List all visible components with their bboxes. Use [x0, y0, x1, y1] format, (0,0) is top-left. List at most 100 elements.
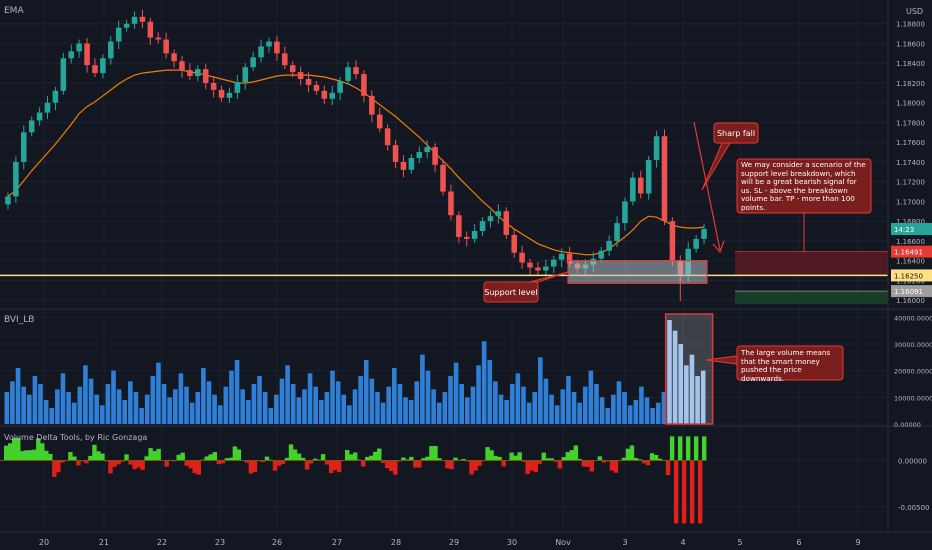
- price-badge[interactable]: [891, 223, 932, 236]
- candle-body[interactable]: [321, 90, 328, 99]
- candle-body[interactable]: [543, 266, 549, 271]
- candle-body[interactable]: [21, 132, 27, 162]
- candle-body[interactable]: [171, 53, 177, 62]
- volume-bar[interactable]: [650, 408, 655, 424]
- volume-bar[interactable]: [313, 386, 318, 424]
- volume-bar[interactable]: [94, 394, 99, 424]
- candle-body[interactable]: [432, 147, 438, 165]
- volume-bar[interactable]: [26, 394, 32, 424]
- volume-bar[interactable]: [566, 376, 571, 424]
- volume-pane-title[interactable]: BVI_LB: [4, 315, 34, 325]
- candle-body[interactable]: [661, 136, 668, 222]
- volume-bar[interactable]: [234, 360, 240, 424]
- candle-body[interactable]: [52, 90, 59, 103]
- volume-bar[interactable]: [420, 354, 425, 424]
- volume-bar[interactable]: [363, 360, 369, 424]
- volume-bar[interactable]: [279, 378, 285, 424]
- volume-bar[interactable]: [498, 394, 504, 424]
- volume-bar[interactable]: [425, 370, 431, 424]
- volume-bar[interactable]: [481, 341, 487, 424]
- candle-body[interactable]: [108, 41, 114, 59]
- volume-bar[interactable]: [442, 392, 448, 424]
- volume-bar[interactable]: [83, 365, 88, 424]
- stop-loss-zone[interactable]: [735, 251, 888, 276]
- candle-body[interactable]: [630, 177, 636, 202]
- candle-body[interactable]: [566, 253, 573, 264]
- candle-body[interactable]: [669, 221, 676, 261]
- scenario-callout[interactable]: We may consider a scenario of the suppor…: [736, 158, 872, 252]
- volume-bar[interactable]: [521, 386, 526, 424]
- price-badge[interactable]: [891, 285, 932, 298]
- candle-body[interactable]: [218, 89, 225, 98]
- volume-bar[interactable]: [105, 384, 111, 424]
- candle-body[interactable]: [440, 164, 446, 192]
- volume-bar[interactable]: [133, 392, 139, 424]
- volume-bar[interactable]: [672, 330, 678, 424]
- volume-bar[interactable]: [212, 394, 217, 424]
- candle-body[interactable]: [179, 61, 185, 71]
- candle-body[interactable]: [289, 65, 296, 73]
- candle-body[interactable]: [28, 120, 35, 133]
- volume-bar[interactable]: [60, 373, 66, 424]
- volume-bar[interactable]: [431, 389, 436, 424]
- volume-bar[interactable]: [408, 400, 414, 424]
- candle-body[interactable]: [519, 252, 525, 263]
- candle-body[interactable]: [195, 69, 201, 77]
- volume-bar[interactable]: [358, 376, 363, 424]
- price-badge[interactable]: [891, 245, 932, 258]
- delta-pane-title[interactable]: Volume Delta Tools, by Ric Gonzaga: [4, 433, 147, 442]
- volume-bar[interactable]: [167, 397, 172, 424]
- volume-bar[interactable]: [571, 392, 577, 424]
- volume-bar[interactable]: [307, 373, 313, 424]
- candle-body[interactable]: [400, 161, 407, 170]
- volume-bar[interactable]: [189, 402, 195, 424]
- volume-bar[interactable]: [128, 381, 133, 424]
- volume-bar[interactable]: [66, 392, 71, 424]
- volume-bar[interactable]: [77, 386, 83, 424]
- volume-bar[interactable]: [515, 373, 521, 424]
- candle-body[interactable]: [456, 215, 462, 237]
- volume-bar[interactable]: [453, 362, 459, 424]
- candle-body[interactable]: [313, 84, 320, 91]
- volume-bar[interactable]: [32, 376, 38, 424]
- volume-bar[interactable]: [144, 394, 150, 424]
- volume-bar[interactable]: [661, 392, 667, 424]
- candle-body[interactable]: [44, 102, 51, 113]
- candle-body[interactable]: [408, 157, 415, 170]
- candle-body[interactable]: [495, 211, 502, 217]
- candle-body[interactable]: [535, 267, 541, 271]
- volume-bar[interactable]: [532, 392, 538, 424]
- candle-body[interactable]: [653, 136, 660, 160]
- volume-bar[interactable]: [4, 392, 10, 424]
- volume-bar[interactable]: [493, 381, 498, 424]
- volume-bar[interactable]: [644, 397, 650, 424]
- volume-bar[interactable]: [476, 365, 481, 424]
- candle-body[interactable]: [123, 23, 130, 28]
- volume-bar[interactable]: [347, 405, 352, 424]
- volume-bar[interactable]: [10, 381, 15, 424]
- volume-bar[interactable]: [448, 376, 453, 424]
- volume-bar[interactable]: [285, 365, 290, 424]
- candle-body[interactable]: [163, 39, 169, 54]
- volume-bar[interactable]: [622, 392, 627, 424]
- volume-bar[interactable]: [504, 400, 509, 424]
- candle-body[interactable]: [448, 191, 454, 216]
- candle-body[interactable]: [361, 74, 367, 96]
- candle-body[interactable]: [345, 67, 351, 81]
- volume-bar[interactable]: [560, 389, 566, 424]
- candle-body[interactable]: [84, 43, 90, 66]
- candle-body[interactable]: [76, 43, 82, 52]
- volume-bar[interactable]: [71, 402, 77, 424]
- candle-body[interactable]: [305, 79, 312, 85]
- candle-body[interactable]: [36, 112, 43, 121]
- volume-bar[interactable]: [392, 368, 397, 424]
- volume-bar[interactable]: [386, 386, 392, 424]
- candle-body[interactable]: [392, 145, 399, 162]
- volume-bar[interactable]: [229, 370, 234, 424]
- candle-body[interactable]: [5, 196, 11, 205]
- volume-bar[interactable]: [195, 392, 201, 424]
- volume-bar[interactable]: [611, 394, 616, 424]
- volume-bar[interactable]: [588, 370, 594, 424]
- candle-body[interactable]: [329, 92, 336, 99]
- volume-spike-box[interactable]: [664, 313, 714, 425]
